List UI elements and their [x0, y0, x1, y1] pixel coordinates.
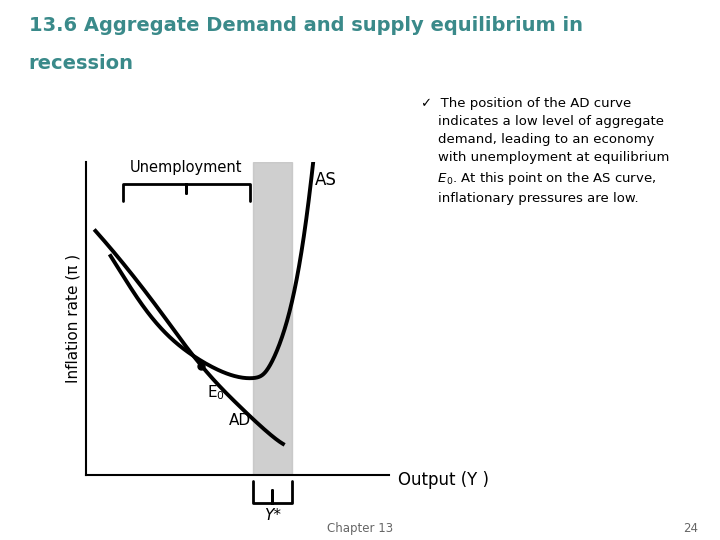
Text: Unemployment: Unemployment: [130, 159, 243, 174]
Text: recession: recession: [29, 54, 134, 73]
Text: 24: 24: [683, 522, 698, 535]
Text: Output (Y ): Output (Y ): [398, 471, 489, 489]
Text: Y*: Y*: [264, 508, 281, 523]
Text: ✓  The position of the AD curve
    indicates a low level of aggregate
    deman: ✓ The position of the AD curve indicates…: [421, 97, 670, 205]
Bar: [253, 162, 292, 475]
Text: AS: AS: [315, 171, 336, 190]
Text: AD: AD: [228, 413, 251, 428]
Text: Chapter 13: Chapter 13: [327, 522, 393, 535]
Text: E$_0$: E$_0$: [207, 383, 225, 402]
Y-axis label: Inflation rate (π ): Inflation rate (π ): [66, 254, 81, 383]
Text: 13.6 Aggregate Demand and supply equilibrium in: 13.6 Aggregate Demand and supply equilib…: [29, 16, 582, 35]
